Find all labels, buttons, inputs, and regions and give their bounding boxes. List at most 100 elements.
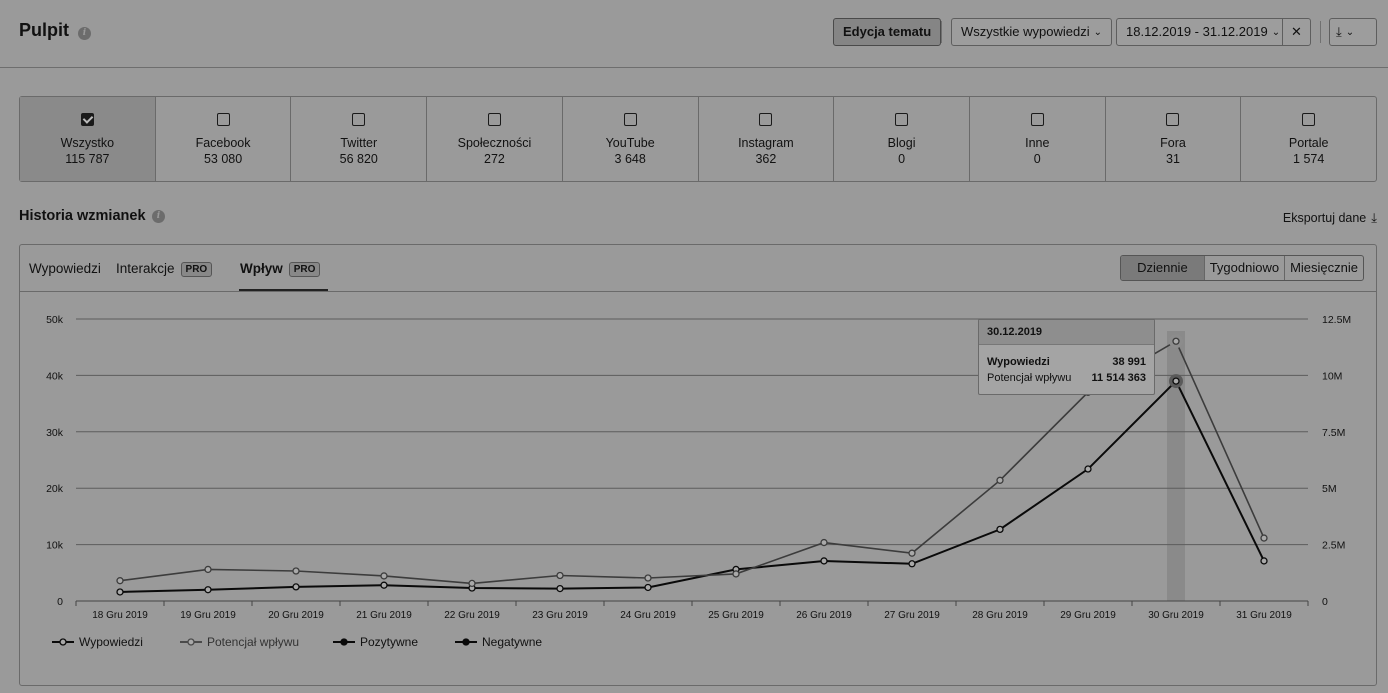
channel-name: Twitter (340, 136, 378, 150)
channel-portale[interactable]: Portale 1 574 (1241, 97, 1376, 181)
channel-blogi[interactable]: Blogi 0 (834, 97, 970, 181)
channel-name: Blogi (887, 136, 916, 150)
data-point (204, 565, 212, 574)
legend-marker (59, 638, 67, 646)
period-toggle: Dziennie Tygodniowo Miesięcznie (1120, 255, 1364, 281)
y-right-tick-label: 0 (1322, 596, 1328, 608)
channel-checkbox[interactable] (623, 113, 637, 126)
data-point (380, 581, 388, 589)
tooltip-label: Wypowiedzi (987, 356, 1050, 368)
channel-checkbox[interactable] (80, 113, 94, 126)
period-daily[interactable]: Dziennie (1121, 256, 1204, 280)
download-icon: ⤓ (1371, 210, 1377, 225)
channel-filter-strip: Wszystko 115 787 Facebook 53 080 Twitter 56 8… (19, 96, 1377, 182)
series-line-potencjal-wplywu (119, 340, 1265, 585)
channel-count: 115 787 (65, 152, 110, 166)
divider (941, 21, 942, 43)
active-tab-indicator (239, 289, 328, 291)
channel-youtube[interactable]: YouTube 3 648 (563, 97, 699, 181)
tab-interakcje[interactable]: Interakcje PRO (116, 261, 213, 277)
channel-facebook[interactable]: Facebook 53 080 (156, 97, 292, 181)
channel-checkbox[interactable] (352, 113, 366, 126)
data-point (820, 538, 828, 547)
channel-checkbox[interactable] (1030, 113, 1044, 126)
chevron-down-icon: ⌄ (1093, 27, 1102, 38)
channel-checkbox[interactable] (487, 113, 501, 126)
channel-count: 362 (755, 152, 777, 166)
y-left-tick-label: 10k (46, 540, 64, 552)
tooltip-value: 38 991 (1112, 356, 1146, 368)
date-range-picker[interactable]: 18.12.2019 - 31.12.2019 ⌄ (1116, 18, 1283, 46)
data-point (644, 574, 652, 582)
source-filter-dropdown[interactable]: Wszystkie wypowiedzi ⌄ (951, 18, 1112, 46)
channel-name: Portale (1288, 136, 1329, 150)
close-icon: ✕ (1291, 24, 1302, 39)
legend-label: Negatywne (482, 635, 542, 649)
channel-checkbox[interactable] (216, 113, 230, 126)
period-weekly[interactable]: Tygodniowo (1203, 256, 1284, 280)
channel-checkbox[interactable] (759, 113, 773, 126)
x-tick-label: 30 Gru 2019 (1148, 610, 1204, 621)
data-point (116, 588, 124, 596)
channel-fora[interactable]: Fora 31 (1106, 97, 1242, 181)
x-tick-label: 25 Gru 2019 (708, 610, 764, 621)
data-point (1260, 557, 1268, 565)
chart-tabs: Wypowiedzi Interakcje PRO Wpływ PRO Dzienn… (20, 245, 1376, 292)
period-monthly[interactable]: Miesięcznie (1284, 256, 1363, 280)
channel-count: 56 820 (339, 152, 378, 166)
download-icon: ⤓ (1336, 24, 1342, 39)
channel-instagram[interactable]: Instagram 362 (699, 97, 835, 181)
channel-name: Inne (1025, 136, 1050, 150)
channel-checkbox[interactable] (1302, 113, 1316, 126)
channel-count: 53 080 (203, 152, 243, 166)
y-right-tick-label: 12.5M (1322, 314, 1351, 326)
x-tick-label: 23 Gru 2019 (532, 610, 588, 621)
tab-wypowiedzi[interactable]: Wypowiedzi (29, 261, 101, 276)
y-left-tick-label: 0 (57, 596, 63, 608)
tab-label: Wypowiedzi (29, 261, 101, 276)
tooltip-date: 30.12.2019 (979, 320, 1154, 345)
export-data-link[interactable]: Eksportuj dane ⤓ (1283, 210, 1377, 226)
channel-name: Instagram (738, 136, 794, 150)
channel-wszystko[interactable]: Wszystko 115 787 (20, 97, 156, 181)
clear-date-button[interactable]: ✕ (1282, 18, 1311, 46)
legend-marker (462, 638, 470, 646)
chart-tooltip: 30.12.2019 Wypowiedzi 38 991 Potencjał w… (978, 319, 1155, 395)
channel-count: 31 (1166, 152, 1180, 166)
channel-checkbox[interactable] (1166, 113, 1180, 126)
channel-inne[interactable]: Inne 0 (970, 97, 1106, 181)
x-tick-label: 21 Gru 2019 (356, 610, 412, 621)
channel-name: YouTube (605, 136, 655, 150)
data-point (644, 583, 652, 592)
channel-name: Wszystko (60, 136, 115, 150)
info-icon[interactable]: i (78, 27, 91, 40)
tooltip-label: Potencjał wpływu (987, 372, 1072, 384)
channel-checkbox[interactable] (895, 113, 909, 126)
export-label: Eksportuj dane (1282, 211, 1367, 225)
x-tick-label: 31 Gru 2019 (1236, 610, 1292, 621)
channel-spo-eczno-ci[interactable]: Społeczności 272 (427, 97, 563, 181)
info-icon[interactable]: i (152, 210, 165, 223)
data-point (292, 567, 300, 575)
download-menu-button[interactable]: ⤓ ⌄ (1329, 18, 1377, 46)
tab-wplyw[interactable]: Wpływ PRO (240, 261, 321, 277)
data-point (996, 476, 1004, 484)
tooltip-row: Wypowiedzi 38 991 (987, 356, 1146, 368)
edit-topic-button[interactable]: Edycja tematu (833, 18, 942, 46)
data-point (996, 525, 1004, 534)
channel-twitter[interactable]: Twitter 56 820 (291, 97, 428, 181)
series-line-wypowiedzi (119, 379, 1265, 593)
divider (1320, 21, 1321, 43)
tooltip-value: 11 514 363 (1091, 372, 1146, 384)
data-point (732, 570, 740, 578)
x-tick-label: 20 Gru 2019 (268, 610, 324, 621)
y-right-tick-label: 7.5M (1322, 427, 1345, 439)
page-title: Pulpit (19, 20, 69, 40)
channel-name: Fora (1160, 136, 1186, 150)
data-point (1172, 337, 1180, 345)
channel-count: 3 648 (614, 152, 646, 166)
y-right-tick-label: 10M (1322, 370, 1342, 382)
source-filter-value: Wszystkie wypowiedzi (961, 24, 1090, 39)
y-right-tick-label: 5M (1322, 483, 1337, 495)
